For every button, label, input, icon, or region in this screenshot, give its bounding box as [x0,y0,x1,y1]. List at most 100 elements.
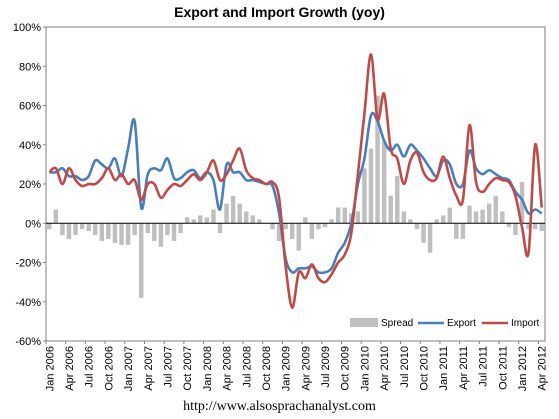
spread-bar [230,195,236,224]
x-tick-label: Apr 2006 [64,346,76,391]
x-tick-label: Jan 2011 [438,346,450,390]
x-tick-label: Oct 2011 [497,346,509,390]
export-line [49,111,543,275]
spread-bar [388,195,393,224]
import-line [48,53,544,309]
x-tick-label: Jan 2010 [359,346,371,391]
spread-bar [447,207,453,224]
spread-bar [454,223,459,239]
spread-bar [93,223,98,236]
y-tick-label: 80% [19,61,41,73]
spread-bar [270,223,275,230]
spread-bar [355,211,361,224]
x-tick-label: Jul 2010 [399,346,411,388]
spread-bar [532,223,538,230]
spread-bar [362,168,367,224]
spread-bar [184,217,190,224]
spread-bar [493,195,498,224]
y-tick-label: 100% [13,22,41,34]
spread-bar [335,207,341,224]
x-tick-label: Jan 2008 [202,346,214,391]
spread-bar [539,223,544,232]
spread-bar [60,223,65,236]
spread-bar [178,223,183,234]
spread-bar [460,223,466,239]
x-tick-label: Jul 2008 [241,346,253,388]
spread-bar [500,211,505,224]
x-tick-label: Jan 2009 [281,346,293,391]
x-tick-label: Apr 2012 [537,346,549,391]
legend-swatch-spread [350,318,378,327]
spread-bar [152,223,157,241]
x-tick-label: Apr 2008 [222,346,234,391]
spread-bar [125,223,131,245]
spread-bar [467,205,472,224]
spread-bar [165,223,170,236]
x-tick-label: Oct 2010 [419,346,431,391]
x-tick-label: Jul 2006 [84,346,96,388]
spread-bar [66,223,72,239]
y-tick-label: 40% [19,140,41,152]
spread-bar [480,209,485,224]
spread-bar [289,223,295,239]
spread-bar [513,223,518,236]
x-tick-label: Apr 2011 [458,346,470,390]
spread-bar [283,223,288,230]
x-tick-label: Oct 2006 [103,346,115,391]
y-tick-label: -20% [15,258,41,270]
spread-bar [191,219,196,224]
spread-bar [342,207,347,224]
spread-bar [519,182,525,224]
spread-bar [53,209,59,224]
spread-bar [250,215,256,224]
spread-bar [322,223,328,228]
spread-bar [257,219,262,224]
spread-bar [217,223,223,234]
spread-bar [414,223,420,230]
spread-bar [106,223,111,239]
spread-bar [224,203,229,224]
x-tick-label: Jul 2011 [478,346,490,387]
spread-bar [395,176,400,224]
x-tick-label: Apr 2009 [300,346,312,391]
x-tick-label: Oct 2008 [261,346,273,391]
spread-bar [198,215,203,224]
spread-bar [421,223,426,243]
source-url[interactable]: http://www.alsosprachanalyst.com [183,399,376,414]
legend-label-spread: Spread [381,318,413,329]
y-tick-label: 20% [19,179,41,191]
spread-bar [138,223,144,298]
y-tick-label: -40% [15,297,41,309]
spread-bar [506,223,512,228]
spread-bar [132,223,137,236]
chart-title: Export and Import Growth (yoy) [174,4,385,20]
legend: Spread Export Import [350,318,540,329]
spread-bar [119,223,124,245]
spread-bar [145,223,151,234]
x-tick-label: Oct 2009 [340,346,352,391]
y-tick-label: -60% [15,336,41,348]
spread-bar [47,223,52,230]
spread-bar [427,223,433,253]
x-tick-label: Oct 2007 [182,346,194,391]
spread-bar [473,211,479,224]
spread-bar [211,209,216,224]
spread-bar [375,95,380,224]
spread-bar [79,223,85,230]
spread-bar [296,223,302,251]
spread-bar [112,223,118,243]
x-tick-label: Jul 2007 [163,346,175,388]
spread-bar [368,148,374,224]
spread-bar [329,219,334,224]
spread-bar [526,223,531,230]
y-tick-label: 60% [19,101,41,113]
x-tick-label: Jan 2006 [44,346,56,391]
spread-bar [86,223,91,232]
spread-bar [303,217,308,224]
x-tick-label: Jan 2007 [123,346,135,391]
spread-bar [381,140,387,224]
spread-bar [237,203,242,224]
spread-bar [171,223,177,241]
spread-bar [408,219,413,224]
x-tick-label: Jan 2012 [517,346,529,391]
